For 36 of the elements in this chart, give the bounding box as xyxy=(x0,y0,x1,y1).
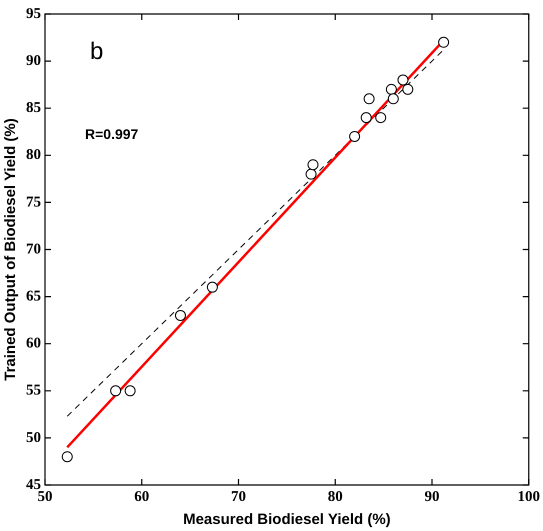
point xyxy=(375,112,386,124)
point xyxy=(388,93,399,104)
y-tick-label: 95 xyxy=(26,6,41,22)
point xyxy=(349,130,360,142)
point xyxy=(397,74,408,86)
y-tick-label: 85 xyxy=(26,100,41,116)
x-tick-label: 90 xyxy=(424,488,440,505)
point xyxy=(110,385,122,396)
point xyxy=(364,93,375,104)
annotation: b xyxy=(90,38,104,65)
y-tick-label: 55 xyxy=(26,382,41,399)
x-tick-label: 50 xyxy=(38,488,52,505)
point xyxy=(360,112,372,124)
point xyxy=(124,385,136,396)
x-tick-label: 80 xyxy=(328,488,343,505)
point xyxy=(438,36,450,48)
point xyxy=(206,282,218,293)
point xyxy=(62,451,73,462)
y-tick-label: 50 xyxy=(26,430,41,446)
y-tick-label: 60 xyxy=(26,336,41,352)
annotation: R=0.997 xyxy=(85,126,139,142)
point xyxy=(174,310,186,321)
point xyxy=(386,84,397,95)
x-tick-label: 100 xyxy=(518,488,540,505)
y-tick-label: 90 xyxy=(26,52,41,69)
x-tick-label: 60 xyxy=(134,488,150,505)
y-axis-title: Trained Output of Biodiesel Yield (%) xyxy=(2,118,20,381)
y-tick-label: 65 xyxy=(26,288,41,304)
point xyxy=(402,84,414,95)
point xyxy=(308,159,318,170)
y-tick-label: 70 xyxy=(26,241,41,258)
y-tick-label: 80 xyxy=(26,147,41,164)
point xyxy=(306,168,317,180)
x-axis-title: Measured Biodiesel Yield (%) xyxy=(183,511,391,528)
y-tick-label: 75 xyxy=(26,194,41,210)
x-tick-label: 70 xyxy=(231,488,246,505)
